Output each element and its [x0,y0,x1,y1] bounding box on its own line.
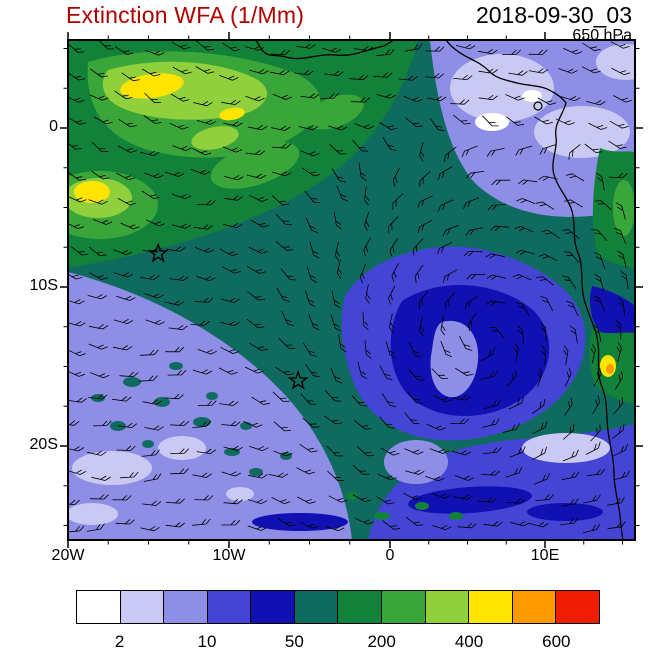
speckles [91,362,463,520]
contour-region [534,106,630,158]
contour-region [72,451,152,485]
coastline [255,40,624,540]
wind-barbs [68,40,632,534]
plot-title: Extinction WFA (1/Mm) [66,2,305,28]
colorbar-label: 600 [542,632,571,651]
contour-region [74,181,110,203]
colorbar-cell [337,591,382,623]
colorbar-cell [163,591,207,623]
colorbar-cell [77,591,120,623]
contour-region [613,180,635,236]
contour-region [226,487,254,501]
colorbar-cell [511,591,556,623]
extinction-field [68,40,635,540]
x-tick-label: 20W [51,547,85,564]
colorbar-cell [555,591,599,623]
contour-region [191,126,239,150]
contour-region [306,94,364,130]
y-tick-label: 0 [49,118,58,135]
contour-region [522,90,542,102]
colorbar [76,590,600,624]
x-tick-label: 0 [385,547,395,564]
contour-region [158,436,206,460]
station-markers [147,242,309,390]
colorbar-cell [381,591,425,623]
colorbar-cell [250,591,294,623]
colorbar-label: 10 [197,632,217,651]
contour-region [450,54,554,122]
map-border [67,39,636,541]
colorbar-label: 400 [454,632,484,651]
contour-region [384,440,448,484]
star-marker [287,369,309,390]
contour-region [408,486,532,514]
colorbar-cell [424,591,469,623]
contour-region [606,364,614,374]
contour-region [219,107,245,121]
colorbar-cell [468,591,512,623]
bioko-island [533,101,543,111]
contour-region [68,503,118,525]
colorbar-label: 50 [284,632,304,651]
plot-datetime: 2018-09-30_03 [475,2,632,28]
colorbar-label: 200 [367,632,396,651]
x-tick-label: 10W [212,547,246,564]
y-tick-label: 20S [29,436,58,453]
colorbar-cell [293,591,338,623]
colorbar-label: 2 [114,632,125,651]
contour-region [210,141,300,189]
contour-region [522,433,610,463]
contour-region [475,113,509,131]
contour-region [527,503,603,521]
x-tick-label: 10E [530,547,560,564]
star-marker [147,242,169,263]
y-tick-label: 10S [29,277,58,294]
colorbar-cell [119,591,164,623]
colorbar-cell [206,591,251,623]
contour-region [120,73,184,99]
